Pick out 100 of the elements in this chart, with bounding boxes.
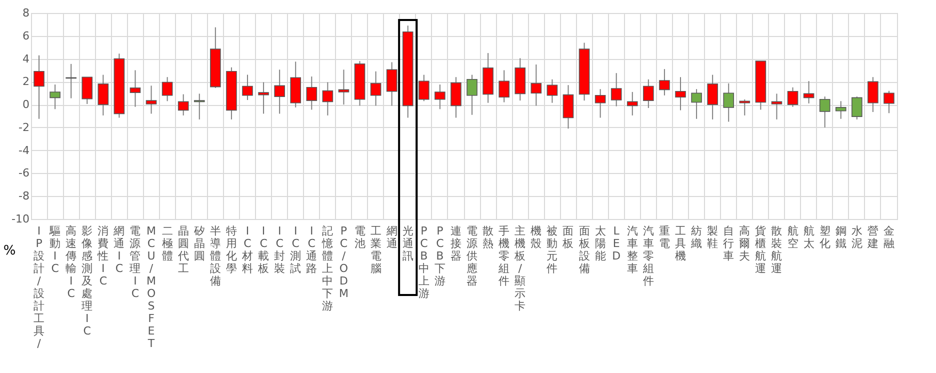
candlestick <box>546 78 558 104</box>
x-tick-label: 機殼 <box>530 224 542 250</box>
candlestick <box>130 70 141 108</box>
x-tick-label: 高速傳輸IC <box>66 224 77 300</box>
x-tick-label: 面板 <box>562 224 574 250</box>
candlestick <box>418 74 430 102</box>
candlestick <box>868 76 878 112</box>
candlestick <box>274 69 285 114</box>
candlestick <box>98 74 109 116</box>
x-tick-label: 汽車整車 <box>626 224 638 275</box>
x-tick-label: 水泥 <box>851 224 862 250</box>
candlestick <box>162 76 173 102</box>
x-tick-label: 光通訊 <box>402 224 414 262</box>
y-tick-label: 0 <box>22 98 30 112</box>
x-tick-label: 營建 <box>866 224 878 250</box>
x-tick-label: 航太 <box>803 224 814 250</box>
x-tick-label: PCB下游 <box>434 224 446 288</box>
candlestick <box>819 96 830 128</box>
candlestick <box>530 64 542 106</box>
candlestick <box>146 85 157 114</box>
x-tick-label: 手機零組件 <box>498 224 510 288</box>
candlestick <box>787 86 798 108</box>
category-label: MCU/MOSFET <box>146 224 156 350</box>
y-tick-label: -10 <box>12 212 30 226</box>
candlestick <box>450 76 462 118</box>
x-tick-label: 金融 <box>883 224 894 250</box>
x-tick-label: 工具機 <box>675 224 686 262</box>
x-tick-label: 散裝航運 <box>771 224 782 275</box>
x-tick-label: 太陽能 <box>594 224 606 262</box>
candlestick <box>370 70 382 106</box>
x-tick-label: PC/ODM <box>338 224 348 300</box>
x-tick-label: 記憶體上中下游 <box>321 224 334 312</box>
x-tick-label: IC材料 <box>241 224 253 275</box>
x-tick-label: 工業電腦 <box>370 224 382 275</box>
candlestick <box>258 82 269 114</box>
x-tick-label: 網通 <box>385 224 398 250</box>
candlestick <box>50 84 60 110</box>
x-tick-label: 自行車 <box>723 224 734 262</box>
x-tick-label: 電池 <box>354 224 366 250</box>
x-tick-label: 面板設備 <box>578 224 590 275</box>
candlestick <box>434 84 446 110</box>
candlestick <box>707 74 718 120</box>
category-label: 影像感測及處理IC <box>82 224 93 338</box>
candlestick <box>610 72 622 107</box>
x-tick-label: 特用化學 <box>226 224 237 275</box>
x-tick-label: 鋼鐵 <box>835 224 846 250</box>
candlestick <box>242 74 253 100</box>
candlestick <box>739 98 750 116</box>
candlestick <box>322 82 334 116</box>
x-tick-label: IC通路 <box>306 224 318 275</box>
x-tick-label: IC測試 <box>290 224 302 275</box>
y-tick-label: -8 <box>18 190 30 203</box>
candlestick <box>466 74 478 116</box>
x-tick-label: LED <box>612 224 621 262</box>
y-tick-label: -2 <box>18 120 30 134</box>
candlestick <box>723 82 734 122</box>
x-tick-label: 汽車零組件 <box>642 224 654 288</box>
x-tick-label: 網通IC <box>112 224 125 275</box>
x-tick-label: IC載板 <box>257 224 270 275</box>
candlestick <box>306 76 318 110</box>
candlestick <box>803 80 814 104</box>
candlestick <box>691 88 702 120</box>
y-tick-label: 2 <box>22 75 30 88</box>
candlestick <box>594 88 606 118</box>
candlestick <box>643 78 654 108</box>
candlestick <box>884 90 894 114</box>
category-label: IP設計/設計工具/ <box>34 224 45 350</box>
candlestick <box>178 94 189 116</box>
x-tick-label: PCB中上游 <box>418 224 430 300</box>
candlestick <box>771 93 782 120</box>
x-tick-label: 連接器 <box>450 224 462 262</box>
x-tick-label: 晶圓代工 <box>176 224 189 275</box>
candlestick <box>194 93 205 120</box>
x-tick-label: 航空 <box>787 224 798 250</box>
candlestick <box>562 84 574 130</box>
y-tick-label: 8 <box>22 6 30 20</box>
x-tick-label: IC封裝 <box>274 224 286 275</box>
candlestick <box>835 100 846 120</box>
x-tick-label: 半導體設備 <box>210 224 221 288</box>
x-tick-label: 二極體 <box>162 224 173 262</box>
y-axis-title: % <box>3 244 16 258</box>
y-tick-label: 4 <box>22 52 30 66</box>
x-tick-label: 主機板/顯示卡 <box>514 224 526 312</box>
candlestick <box>34 54 44 120</box>
x-tick-label: 重電 <box>658 224 670 250</box>
candlestick <box>626 91 638 116</box>
candlestick <box>82 76 93 104</box>
x-tick-label: 被動元件 <box>546 224 558 275</box>
x-tick-label: 散熱 <box>482 224 494 250</box>
x-tick-label: 電源供應器 <box>466 224 478 288</box>
x-tick-label: 驅動IC <box>48 224 61 275</box>
x-tick-label: 消費性IC <box>96 224 109 288</box>
y-tick-label: -6 <box>18 166 30 180</box>
y-tick-label: 6 <box>22 29 30 42</box>
x-tick-label: 電源管理IC <box>130 224 141 300</box>
candlestick <box>498 70 510 103</box>
y-tick-label: -4 <box>18 144 30 157</box>
candlestick <box>675 76 686 111</box>
candlestick <box>852 96 862 120</box>
candlestick <box>338 69 350 106</box>
